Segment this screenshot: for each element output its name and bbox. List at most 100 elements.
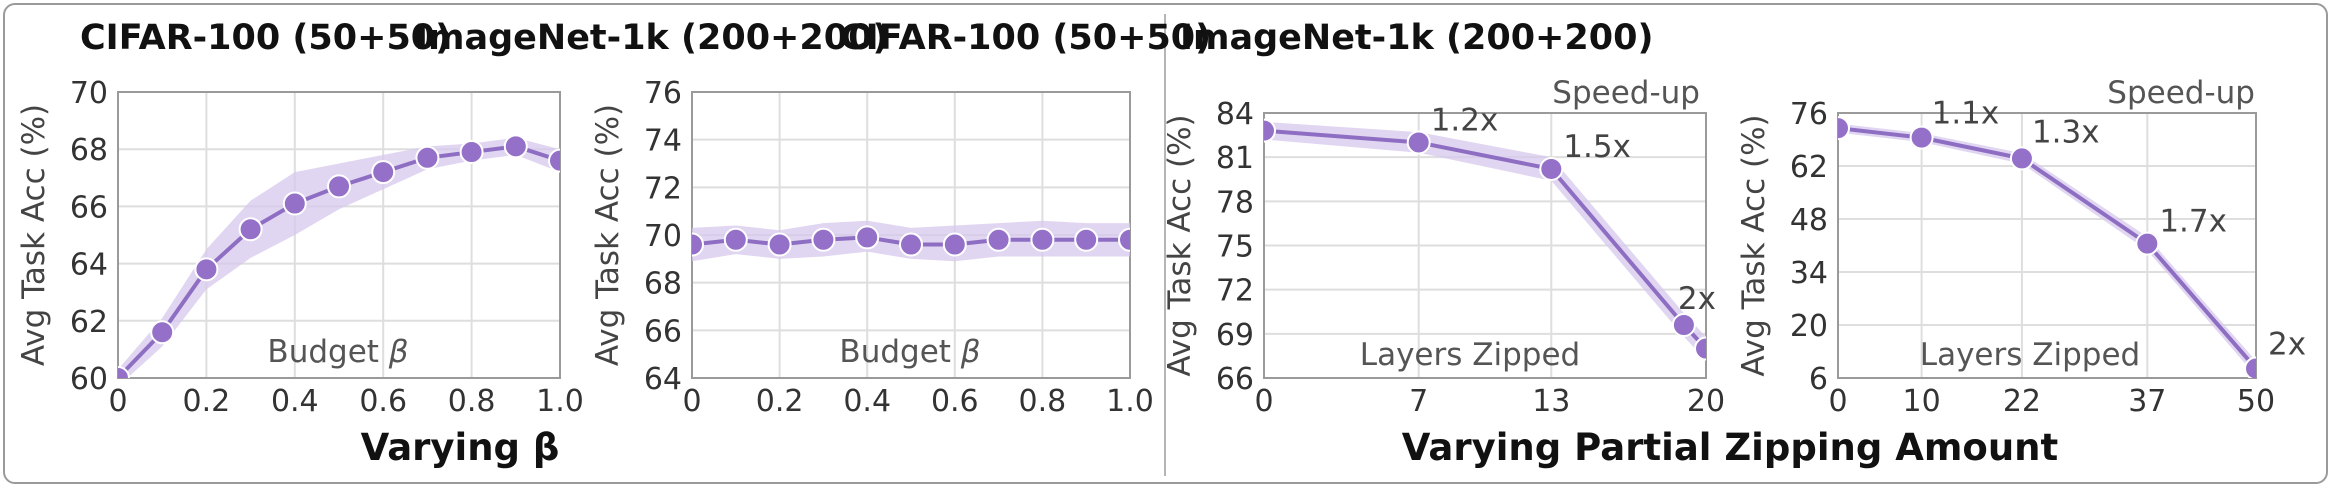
speedup-label: Speed-up bbox=[2107, 75, 2255, 111]
plot-frame bbox=[1837, 112, 2257, 379]
data-point bbox=[238, 217, 263, 242]
series-group bbox=[692, 220, 1130, 262]
data-point bbox=[503, 134, 528, 159]
x-axis-label: Layers Zipped bbox=[1360, 337, 1580, 373]
speedup-data-label: 1.2x bbox=[1431, 102, 1499, 138]
y-tick-label: 72 bbox=[644, 171, 682, 206]
x-tick-label: 0.8 bbox=[1019, 384, 1067, 419]
data-point bbox=[1264, 118, 1276, 143]
plot-background bbox=[118, 92, 560, 378]
y-tick-label: 69 bbox=[1216, 318, 1254, 353]
y-axis-label: Avg Task Acc (%) bbox=[16, 104, 52, 366]
y-tick-label: 66 bbox=[70, 190, 108, 225]
data-point bbox=[1030, 227, 1055, 252]
data-point bbox=[415, 145, 440, 170]
data-point bbox=[150, 320, 175, 345]
chart-panel-1-plot: 0 0.2 0.4 0.6 0.8 1.0 60 62 64 66 68 70 Avg Task Acc… bbox=[16, 76, 584, 419]
x-tick-label: 13 bbox=[1532, 384, 1570, 419]
x-tick-label: 0.2 bbox=[183, 384, 231, 419]
data-point bbox=[327, 174, 351, 199]
data-point bbox=[692, 232, 704, 257]
x-tick-label: 0 bbox=[682, 384, 701, 419]
x-tick-label: 0 bbox=[1254, 384, 1273, 419]
x-tick-label: 0 bbox=[1828, 384, 1847, 419]
y-tick-label: 60 bbox=[70, 362, 108, 397]
y-tick-label: 75 bbox=[1216, 230, 1254, 265]
data-point bbox=[723, 227, 748, 252]
x-axis-label: Layers Zipped bbox=[1920, 337, 2140, 373]
x-axis-label: Budget β bbox=[267, 334, 408, 370]
y-axis-label: Avg Task Acc (%) bbox=[1736, 114, 1772, 376]
x-tick-label: 7 bbox=[1409, 384, 1428, 419]
speedup-label: Speed-up bbox=[1552, 75, 1700, 111]
y-tick-label: 62 bbox=[1790, 150, 1828, 185]
y-tick-label: 84 bbox=[1216, 97, 1254, 132]
data-point bbox=[548, 148, 560, 173]
plot-background bbox=[1838, 113, 2256, 378]
data-point bbox=[1671, 313, 1696, 337]
data-point bbox=[1909, 125, 1934, 150]
x-tick-label: 0.6 bbox=[359, 384, 407, 419]
x-tick-label: 37 bbox=[2128, 384, 2166, 419]
speedup-data-label: 1.7x bbox=[2159, 204, 2227, 240]
y-axis-label: Avg Task Acc (%) bbox=[590, 104, 626, 366]
data-point bbox=[118, 366, 130, 378]
data-point bbox=[1539, 156, 1564, 181]
group-divider bbox=[1164, 14, 1166, 476]
y-tick-label: 81 bbox=[1216, 141, 1254, 176]
data-point bbox=[1118, 227, 1130, 252]
series-group bbox=[118, 134, 560, 378]
x-tick-label: 20 bbox=[1687, 384, 1725, 419]
data-point bbox=[767, 232, 792, 257]
speedup-data-label: 1.5x bbox=[1563, 129, 1631, 165]
x-tick-label: 0.4 bbox=[271, 384, 319, 419]
y-tick-label: 6 bbox=[1809, 362, 1828, 397]
y-tick-label: 62 bbox=[70, 305, 108, 340]
x-tick-label: 22 bbox=[2003, 384, 2041, 419]
y-tick-label: 70 bbox=[644, 219, 682, 254]
data-point bbox=[1838, 116, 1850, 141]
y-tick-label: 76 bbox=[1790, 97, 1828, 132]
data-point bbox=[371, 160, 396, 185]
speedup-data-label: 2x bbox=[2268, 327, 2306, 363]
data-point bbox=[2135, 231, 2160, 256]
y-tick-label: 64 bbox=[644, 362, 682, 397]
x-tick-label: 0.6 bbox=[931, 384, 979, 419]
data-point bbox=[194, 257, 219, 282]
y-tick-label: 66 bbox=[1216, 362, 1254, 397]
y-tick-label: 68 bbox=[644, 267, 682, 302]
data-point bbox=[1694, 336, 1706, 361]
x-tick-label: 1.0 bbox=[536, 384, 584, 419]
x-tick-label: 0.8 bbox=[448, 384, 496, 419]
data-point bbox=[2244, 356, 2256, 378]
y-tick-label: 20 bbox=[1790, 309, 1828, 344]
x-tick-label: 1.0 bbox=[1106, 384, 1154, 419]
data-point bbox=[2009, 146, 2034, 171]
x-tick-label: 50 bbox=[2237, 384, 2275, 419]
speedup-data-label: 1.3x bbox=[2032, 114, 2100, 150]
plot-frame bbox=[117, 91, 561, 379]
y-axis-label: Avg Task Acc (%) bbox=[1162, 114, 1198, 376]
y-tick-label: 72 bbox=[1216, 274, 1254, 309]
y-tick-label: 48 bbox=[1790, 203, 1828, 238]
confidence-band bbox=[1264, 121, 1706, 361]
data-point bbox=[986, 227, 1011, 252]
y-tick-label: 34 bbox=[1790, 256, 1828, 291]
y-tick-label: 64 bbox=[70, 248, 108, 283]
x-tick-label: 0 bbox=[108, 384, 127, 419]
y-tick-label: 78 bbox=[1216, 185, 1254, 220]
chart-panel-3-plot: 0 7 13 20 66 69 72 75 78 81 84 Avg Task Acc (%) Laye… bbox=[1162, 75, 1725, 419]
x-tick-label: 0.4 bbox=[843, 384, 891, 419]
data-point bbox=[855, 225, 880, 250]
data-point bbox=[899, 232, 923, 257]
plot-frame bbox=[1263, 112, 1707, 379]
group-title-right: Varying Partial Zipping Amount bbox=[1401, 426, 2059, 469]
y-tick-label: 66 bbox=[644, 314, 682, 349]
speedup-data-label: 2x bbox=[1678, 281, 1716, 317]
y-tick-label: 70 bbox=[70, 76, 108, 111]
panel-title-3: CIFAR-100 (50+50) bbox=[840, 18, 1212, 58]
chart-panel-4-plot: 0 10 22 37 50 6 20 34 48 62 76 Avg Task Acc (%) Laye… bbox=[1736, 75, 2306, 419]
series-group bbox=[1264, 118, 1706, 361]
data-point bbox=[1406, 130, 1431, 155]
data-point bbox=[459, 140, 484, 165]
